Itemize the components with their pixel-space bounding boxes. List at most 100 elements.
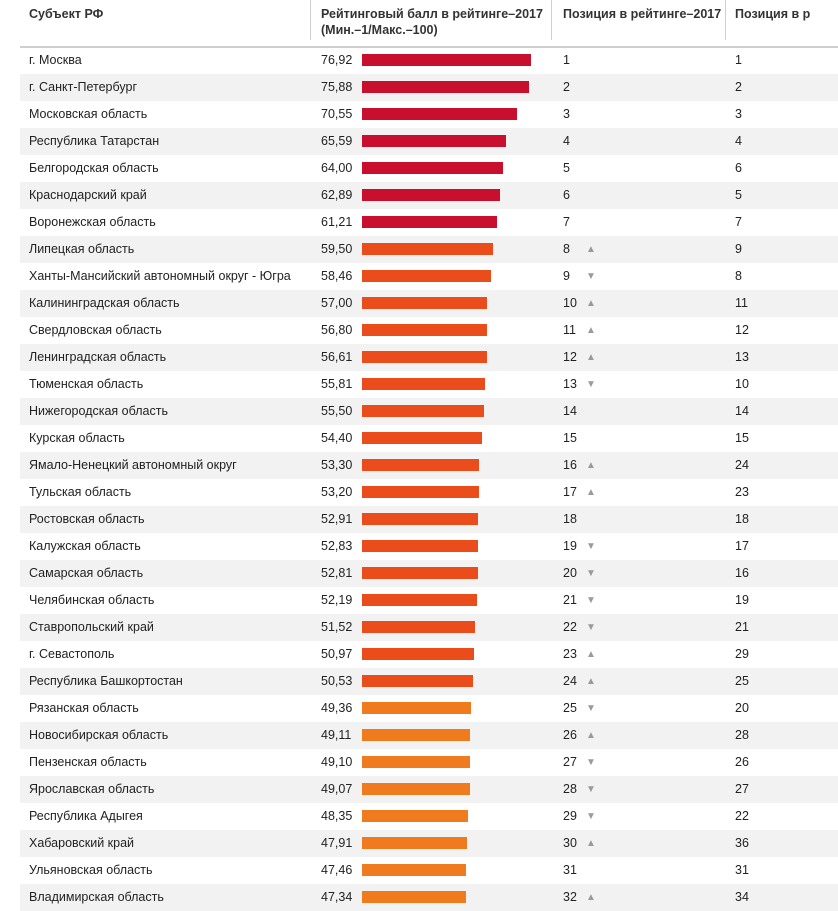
table-row: Калининградская область 57,00 10 ▲ 11 xyxy=(20,290,838,317)
table-row: Республика Башкортостан 50,53 24 ▲ 25 xyxy=(20,668,838,695)
score-label: 64,00 xyxy=(321,161,353,175)
previous-position: 31 xyxy=(735,863,749,877)
score-label: 55,50 xyxy=(321,404,353,418)
score-label: 55,81 xyxy=(321,377,353,391)
table-row: Калужская область 52,83 19 ▼ 17 xyxy=(20,533,838,560)
previous-position: 7 xyxy=(735,215,742,229)
table-row: Ярославская область 49,07 28 ▼ 27 xyxy=(20,776,838,803)
region-name: Калужская область xyxy=(29,539,141,553)
position-2017: 12 xyxy=(563,350,577,364)
arrow-down-icon: ▼ xyxy=(586,784,596,795)
table-row: Тульская область 53,20 17 ▲ 23 xyxy=(20,479,838,506)
previous-position: 34 xyxy=(735,890,749,904)
table-row: г. Москва 76,92 1 1 xyxy=(20,47,838,74)
score-label: 62,89 xyxy=(321,188,353,202)
previous-position: 15 xyxy=(735,431,749,445)
region-name: г. Москва xyxy=(29,53,82,67)
previous-position: 29 xyxy=(735,647,749,661)
score-bar xyxy=(362,621,476,633)
position-2017: 7 xyxy=(563,215,570,229)
previous-position: 26 xyxy=(735,755,749,769)
region-name: г. Севастополь xyxy=(29,647,115,661)
previous-position: 27 xyxy=(735,782,749,796)
position-2017: 3 xyxy=(563,107,570,121)
table-row: Ульяновская область 47,46 31 31 xyxy=(20,857,838,884)
position-2017: 13 xyxy=(563,377,577,391)
score-bar xyxy=(362,351,487,363)
score-label: 57,00 xyxy=(321,296,353,310)
position-2017: 6 xyxy=(563,188,570,202)
score-bar xyxy=(362,648,475,660)
position-2017: 18 xyxy=(563,512,577,526)
previous-position: 20 xyxy=(735,701,749,715)
region-name: Самарская область xyxy=(29,566,144,580)
previous-position: 8 xyxy=(735,269,742,283)
score-bar xyxy=(362,783,470,795)
score-label: 52,91 xyxy=(321,512,353,526)
position-2017: 25 xyxy=(563,701,577,715)
position-2017: 14 xyxy=(563,404,577,418)
position-2017: 20 xyxy=(563,566,577,580)
region-name: Воронежская область xyxy=(29,215,156,229)
table-row: Ростовская область 52,91 18 18 xyxy=(20,506,838,533)
position-2017: 31 xyxy=(563,863,577,877)
previous-position: 5 xyxy=(735,188,742,202)
score-label: 56,80 xyxy=(321,323,353,337)
arrow-down-icon: ▼ xyxy=(586,595,596,606)
score-label: 76,92 xyxy=(321,53,353,67)
position-2017: 9 xyxy=(563,269,570,283)
region-name: Республика Адыгея xyxy=(29,809,143,823)
position-2017: 1 xyxy=(563,53,570,67)
previous-position: 21 xyxy=(735,620,749,634)
table-row: Владимирская область 47,34 32 ▲ 34 xyxy=(20,884,838,911)
region-name: Тюменская область xyxy=(29,377,144,391)
region-name: Республика Татарстан xyxy=(29,134,160,148)
score-bar xyxy=(362,405,485,417)
table-row: Краснодарский край 62,89 6 5 xyxy=(20,182,838,209)
header-score-title: Рейтинговый балл в рейтинге–2017 xyxy=(321,7,543,21)
score-bar xyxy=(362,837,468,849)
table-row: Белгородская область 64,00 5 6 xyxy=(20,155,838,182)
score-bar xyxy=(362,486,479,498)
score-bar xyxy=(362,108,518,120)
previous-position: 4 xyxy=(735,134,742,148)
ranking-table-body: г. Москва 76,92 1 1 г. Санкт-Петербург 75,88 2… xyxy=(20,47,838,911)
table-row: г. Санкт-Петербург 75,88 2 2 xyxy=(20,74,838,101)
score-bar xyxy=(362,378,485,390)
score-label: 51,52 xyxy=(321,620,353,634)
arrow-up-icon: ▲ xyxy=(586,298,596,309)
arrow-down-icon: ▼ xyxy=(586,811,596,822)
arrow-down-icon: ▼ xyxy=(586,622,596,633)
score-bar xyxy=(362,864,467,876)
table-row: Нижегородская область 55,50 14 14 xyxy=(20,398,838,425)
position-2017: 26 xyxy=(563,728,577,742)
table-row: Ставропольский край 51,52 22 ▼ 21 xyxy=(20,614,838,641)
header-divider xyxy=(725,0,726,40)
position-2017: 21 xyxy=(563,593,577,607)
arrow-down-icon: ▼ xyxy=(586,271,596,282)
table-row: Воронежская область 61,21 7 7 xyxy=(20,209,838,236)
score-bar xyxy=(362,135,507,147)
table-row: Челябинская область 52,19 21 ▼ 19 xyxy=(20,587,838,614)
position-2017: 8 xyxy=(563,242,570,256)
position-2017: 17 xyxy=(563,485,577,499)
score-bar xyxy=(362,432,482,444)
previous-position: 25 xyxy=(735,674,749,688)
table-row: Московская область 70,55 3 3 xyxy=(20,101,838,128)
position-2017: 29 xyxy=(563,809,577,823)
score-label: 49,10 xyxy=(321,755,353,769)
region-name: г. Санкт-Петербург xyxy=(29,80,138,94)
header-prev-position: Позиция в р xyxy=(735,7,811,21)
score-bar xyxy=(362,189,501,201)
table-row: Липецкая область 59,50 8 ▲ 9 xyxy=(20,236,838,263)
region-name: Республика Башкортостан xyxy=(29,674,183,688)
table-row: Самарская область 52,81 20 ▼ 16 xyxy=(20,560,838,587)
previous-position: 36 xyxy=(735,836,749,850)
position-2017: 24 xyxy=(563,674,577,688)
score-bar xyxy=(362,810,469,822)
region-name: Хабаровский край xyxy=(29,836,135,850)
position-2017: 28 xyxy=(563,782,577,796)
region-name: Ставропольский край xyxy=(29,620,154,634)
position-2017: 4 xyxy=(563,134,570,148)
previous-position: 19 xyxy=(735,593,749,607)
